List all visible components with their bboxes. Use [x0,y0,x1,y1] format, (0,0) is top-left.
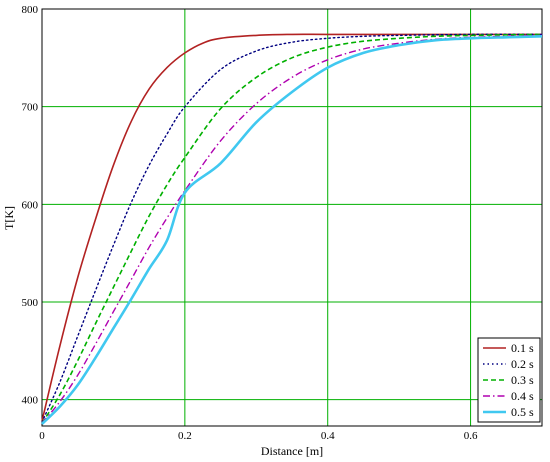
legend-label-4: 0.4 s [511,389,534,403]
tick-labels: 0 0.2 0.4 0.6 400 500 600 700 800 [22,4,478,442]
x-tick-label: 0.4 [321,430,335,442]
series-line-5 [41,35,543,425]
x-tick-label: 0.6 [464,430,478,442]
y-tick-label: 800 [22,4,39,16]
y-tick-label: 700 [22,102,39,114]
legend-label-5: 0.5 s [511,405,534,419]
plot-frame [41,8,543,427]
legend-box [477,337,541,423]
y-axis-label: T[K] [2,206,16,230]
legend-label-2: 0.2 s [511,357,534,371]
grid-lines [42,9,542,426]
x-tick-label: 0.2 [178,430,192,442]
series-lines [41,33,543,425]
y-tick-label: 500 [22,297,39,309]
series-line-1 [41,33,542,422]
y-tick-label: 400 [22,395,39,407]
x-axis-label: Distance [m] [261,444,323,458]
series-line-4 [41,34,543,424]
series-line-2 [41,33,543,423]
legend: 0.1 s 0.2 s 0.3 s 0.4 s 0.5 s [477,337,541,423]
y-tick-label: 600 [22,199,39,211]
legend-label-3: 0.3 s [511,373,534,387]
legend-label-1: 0.1 s [511,341,534,355]
x-tick-label: 0 [39,430,45,442]
